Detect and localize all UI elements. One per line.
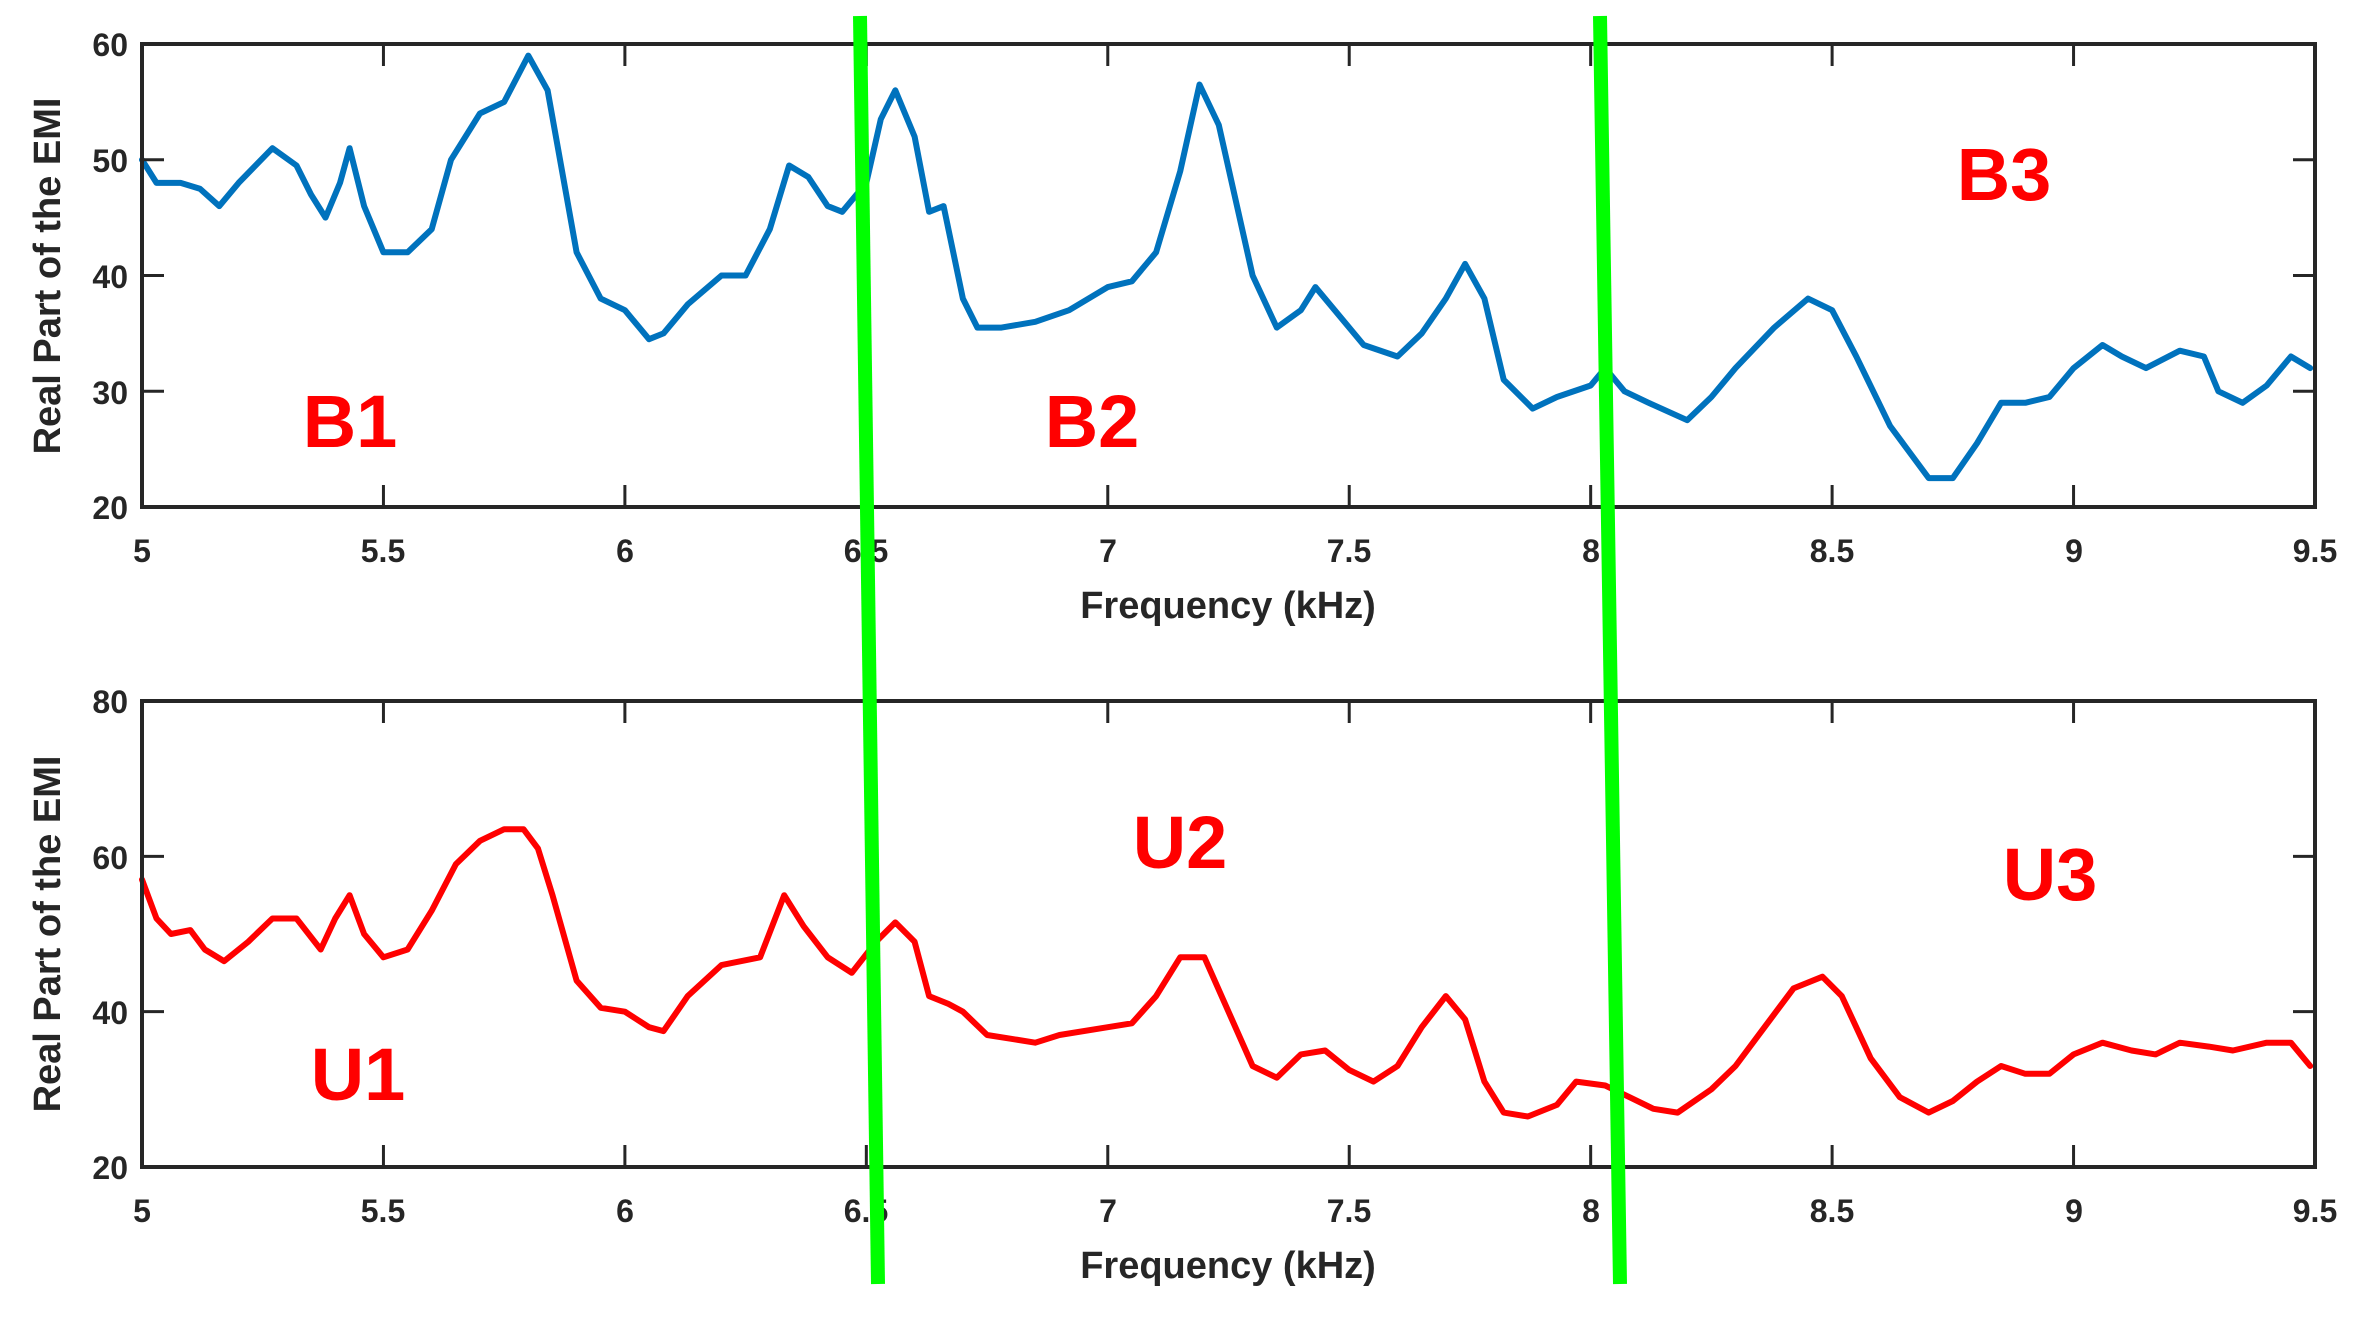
region-label-b2: B2: [1045, 380, 1140, 463]
bottom-y-tick-label: 40: [92, 995, 128, 1031]
region-divider-line: [853, 15, 885, 1285]
bottom-x-tick-label: 7: [1099, 1193, 1117, 1229]
bottom-axes-frame: [140, 699, 2317, 1169]
top-y-axis-label: Real Part of the EMI: [27, 98, 69, 455]
bottom-x-tick-label: 9: [2065, 1193, 2083, 1229]
region-label-u2: U2: [1133, 801, 1228, 884]
top-x-tick-label: 9: [2065, 533, 2083, 569]
top-tick-marks: [140, 42, 2317, 509]
top-x-tick-label: 7.5: [1327, 533, 1371, 569]
bottom-x-tick-label: 8.5: [1810, 1193, 1854, 1229]
top-y-tick-label: 30: [92, 375, 128, 411]
bottom-x-tick-label: 9.5: [2293, 1193, 2337, 1229]
top-x-axis-label: Frequency (kHz): [1080, 585, 1376, 627]
region-label-b1: B1: [303, 380, 398, 463]
top-emi-series-line: [139, 52, 2314, 482]
top-x-tick-label: 5: [133, 533, 151, 569]
top-y-tick-label: 60: [92, 27, 128, 63]
top-y-tick-label: 50: [92, 143, 128, 179]
top-x-tick-label: 9.5: [2293, 533, 2337, 569]
bottom-y-axis-label: Real Part of the EMI: [27, 756, 69, 1113]
bottom-x-axis-label: Frequency (kHz): [1080, 1245, 1376, 1287]
top-panel: 60 50 40 30 20 5 5.5 6 6.5 7 7.5 8 8.5 9…: [27, 27, 2337, 627]
top-series-layer: [139, 52, 2314, 482]
top-x-tick-label: 8.5: [1810, 533, 1854, 569]
top-y-tick-label: 40: [92, 259, 128, 295]
top-x-tick-label: 7: [1099, 533, 1117, 569]
region-divider-line: [1593, 15, 1627, 1285]
region-label-b3: B3: [1957, 133, 2052, 216]
top-axes-frame: [140, 42, 2317, 509]
top-y-tick-label: 20: [92, 490, 128, 526]
bottom-x-tick-label: 8: [1582, 1193, 1600, 1229]
bottom-tick-marks: [140, 699, 2317, 1169]
bottom-y-tick-label: 60: [92, 840, 128, 876]
bottom-x-tick-label: 7.5: [1327, 1193, 1371, 1229]
top-x-tick-label: 8: [1582, 533, 1600, 569]
bottom-x-tick-label: 5: [133, 1193, 151, 1229]
bottom-series-layer: [139, 826, 2314, 1120]
region-label-u1: U1: [311, 1033, 406, 1116]
bottom-emi-series-line: [139, 826, 2314, 1120]
bottom-x-tick-label: 5.5: [361, 1193, 405, 1229]
top-x-tick-label: 5.5: [361, 533, 405, 569]
bottom-panel: 80 60 40 20 5 5.5 6 6.5 7 7.5 8 8.5 9 9.…: [27, 684, 2337, 1287]
bottom-x-tick-label: 6: [616, 1193, 634, 1229]
top-x-tick-label: 6: [616, 533, 634, 569]
bottom-y-tick-label: 80: [92, 684, 128, 720]
bottom-y-tick-label: 20: [92, 1150, 128, 1186]
region-label-u3: U3: [2003, 833, 2098, 916]
